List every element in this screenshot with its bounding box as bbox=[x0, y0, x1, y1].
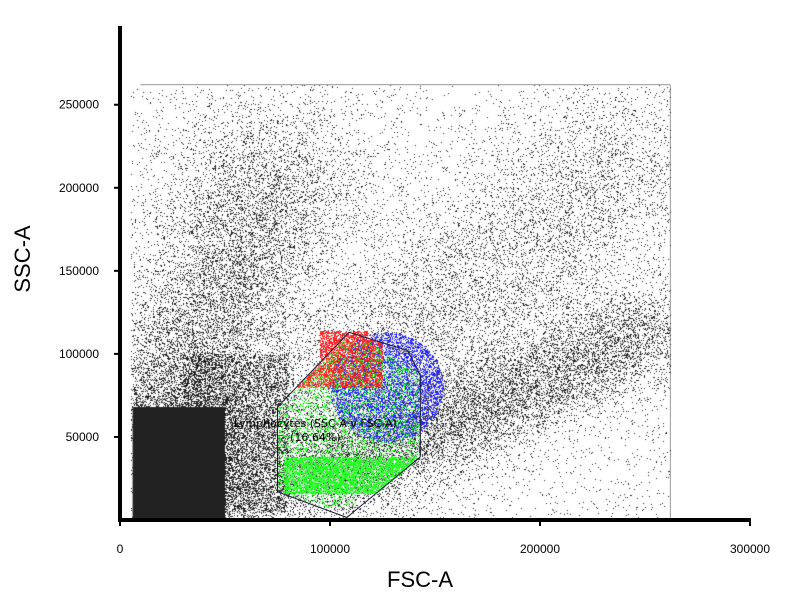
y-tick-label: 200000 bbox=[59, 181, 99, 195]
y-tick-label: 50000 bbox=[66, 430, 100, 444]
lymphocyte-gate[interactable]: Lymphocytes (SSC-A v FSC-A) (16.64%) bbox=[234, 331, 421, 519]
gate-label-name: Lymphocytes (SSC-A v FSC-A) bbox=[234, 417, 397, 430]
gate-polygon[interactable] bbox=[277, 331, 421, 519]
y-tick-label: 250000 bbox=[59, 98, 99, 112]
x-tick-label: 300000 bbox=[730, 542, 770, 556]
y-axis-ticks: 50000 100000 150000 200000 250000 bbox=[59, 98, 120, 444]
y-axis-title: SSC-A bbox=[10, 225, 35, 293]
axes: 0 100000 200000 300000 50000 100000 150000 200… bbox=[10, 26, 770, 592]
x-axis-ticks: 0 100000 200000 300000 bbox=[117, 520, 770, 556]
x-tick-label: 200000 bbox=[520, 542, 560, 556]
y-tick-label: 100000 bbox=[59, 347, 99, 361]
x-axis-title: FSC-A bbox=[387, 567, 453, 592]
x-tick-label: 0 bbox=[117, 542, 124, 556]
x-tick-label: 100000 bbox=[310, 542, 350, 556]
gate-label-percent: (16.64%) bbox=[290, 431, 341, 444]
y-tick-label: 150000 bbox=[59, 264, 99, 278]
